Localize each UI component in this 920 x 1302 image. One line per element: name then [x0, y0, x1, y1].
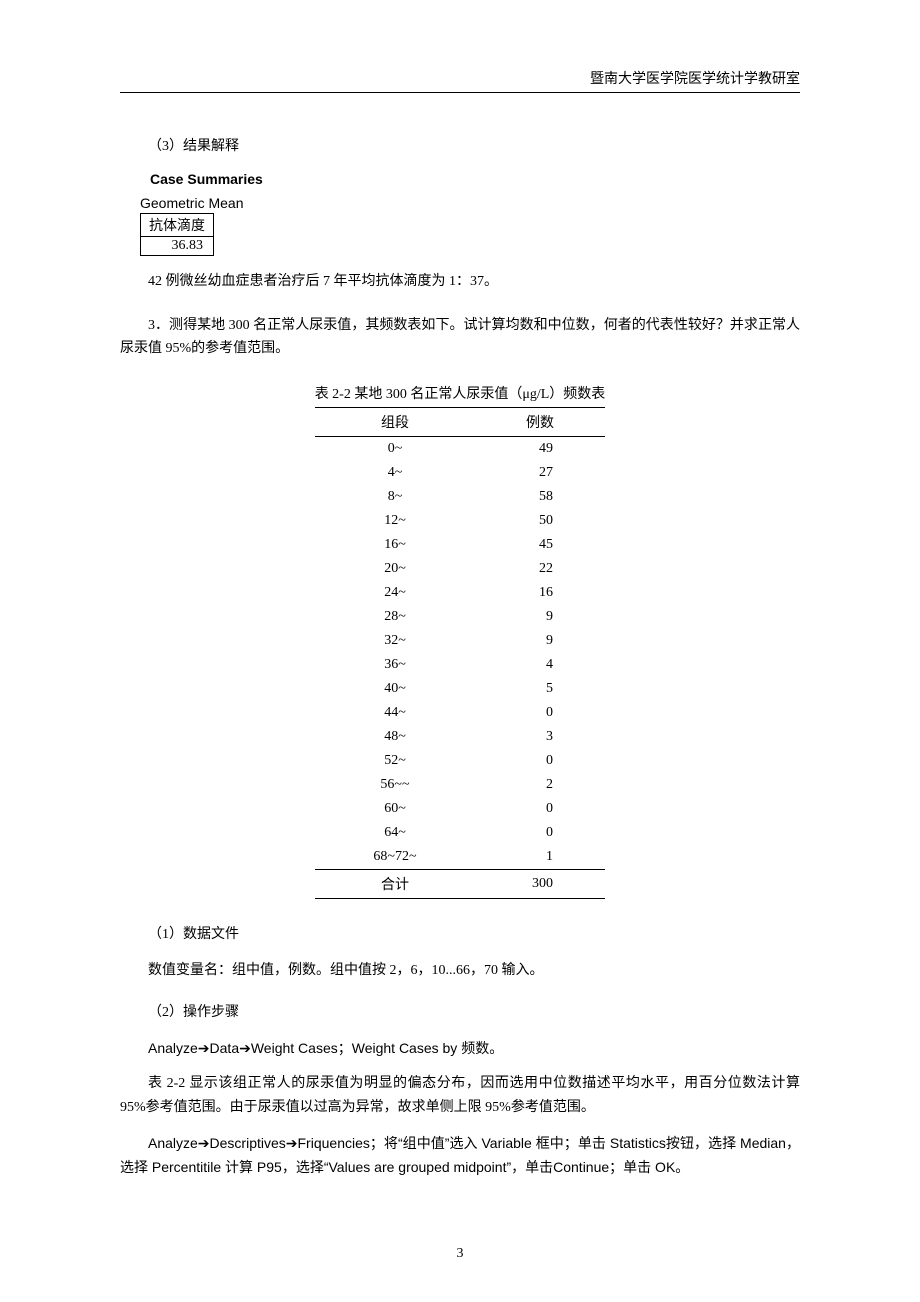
- table-row: 64~0: [315, 821, 605, 845]
- freq-header-segment: 组段: [315, 408, 475, 437]
- table-row: 20~22: [315, 557, 605, 581]
- geometric-mean-table: 抗体滴度 36.83: [140, 213, 214, 256]
- table-row: 60~0: [315, 797, 605, 821]
- freq-total-label: 合计: [315, 870, 475, 899]
- table-row: 56~~2: [315, 773, 605, 797]
- freq-cell-count: 58: [475, 485, 605, 509]
- table-row: 4~27: [315, 461, 605, 485]
- freq-cell-count: 50: [475, 509, 605, 533]
- freq-cell-segment: 48~: [315, 725, 475, 749]
- table-row: 28~9: [315, 605, 605, 629]
- freq-cell-count: 0: [475, 821, 605, 845]
- freq-table-header-row: 组段 例数: [315, 408, 605, 437]
- section-2-line-3: Analyze➔Descriptives➔Friquencies；将“组中值”选…: [120, 1132, 800, 1180]
- geo-table-value-cell: 36.83: [141, 236, 214, 255]
- table-row: 36~4: [315, 653, 605, 677]
- freq-cell-segment: 68~72~: [315, 845, 475, 870]
- section-2-title: （2）操作步骤: [120, 1001, 800, 1025]
- freq-cell-count: 3: [475, 725, 605, 749]
- page-number: 3: [0, 1246, 920, 1262]
- freq-header-count: 例数: [475, 408, 605, 437]
- freq-cell-segment: 8~: [315, 485, 475, 509]
- freq-cell-segment: 52~: [315, 749, 475, 773]
- freq-cell-count: 2: [475, 773, 605, 797]
- table-row: 40~5: [315, 677, 605, 701]
- freq-cell-count: 49: [475, 437, 605, 462]
- table-row: 32~9: [315, 629, 605, 653]
- section-3-title: （3）结果解释: [120, 135, 800, 159]
- frequency-table: 组段 例数 0~494~278~5812~5016~4520~2224~1628…: [315, 407, 605, 899]
- geometric-mean-label: Geometric Mean: [140, 195, 800, 211]
- freq-cell-segment: 44~: [315, 701, 475, 725]
- freq-cell-segment: 12~: [315, 509, 475, 533]
- freq-cell-segment: 24~: [315, 581, 475, 605]
- table-row: 16~45: [315, 533, 605, 557]
- freq-total-row: 合计300: [315, 870, 605, 899]
- freq-cell-segment: 0~: [315, 437, 475, 462]
- table-row: 12~50: [315, 509, 605, 533]
- freq-cell-count: 16: [475, 581, 605, 605]
- freq-cell-segment: 56~~: [315, 773, 475, 797]
- freq-cell-count: 0: [475, 797, 605, 821]
- question-3-text: 3．测得某地 300 名正常人尿汞值，其频数表如下。试计算均数和中位数，何者的代…: [120, 314, 800, 362]
- freq-cell-segment: 16~: [315, 533, 475, 557]
- table-row: 52~0: [315, 749, 605, 773]
- section-2-line-2: 表 2-2 显示该组正常人的尿汞值为明显的偏态分布，因而选用中位数描述平均水平，…: [120, 1072, 800, 1120]
- freq-cell-count: 27: [475, 461, 605, 485]
- table-row: 48~3: [315, 725, 605, 749]
- freq-cell-segment: 20~: [315, 557, 475, 581]
- freq-cell-count: 4: [475, 653, 605, 677]
- section-1-body: 数值变量名：组中值，例数。组中值按 2，6，10...66，70 输入。: [120, 959, 800, 983]
- freq-cell-count: 9: [475, 629, 605, 653]
- section-2-line-1: Analyze➔Data➔Weight Cases；Weight Cases b…: [120, 1037, 800, 1061]
- freq-cell-segment: 40~: [315, 677, 475, 701]
- freq-cell-segment: 32~: [315, 629, 475, 653]
- freq-cell-count: 45: [475, 533, 605, 557]
- freq-cell-segment: 64~: [315, 821, 475, 845]
- page: 暨南大学医学院医学统计学教研室 （3）结果解释 Case Summaries G…: [0, 0, 920, 1302]
- freq-cell-count: 1: [475, 845, 605, 870]
- page-header: 暨南大学医学院医学统计学教研室: [120, 68, 800, 93]
- geo-table-header-cell: 抗体滴度: [141, 213, 214, 236]
- freq-cell-count: 0: [475, 701, 605, 725]
- para-42-cases: 42 例微丝幼血症患者治疗后 7 年平均抗体滴度为 1：37。: [120, 270, 800, 294]
- table-row: 68~72~1: [315, 845, 605, 870]
- freq-cell-count: 5: [475, 677, 605, 701]
- freq-total-count: 300: [475, 870, 605, 899]
- table-row: 24~16: [315, 581, 605, 605]
- freq-cell-segment: 60~: [315, 797, 475, 821]
- freq-cell-segment: 28~: [315, 605, 475, 629]
- case-summaries-heading: Case Summaries: [150, 171, 800, 187]
- table-row: 44~0: [315, 701, 605, 725]
- section-1-title: （1）数据文件: [120, 923, 800, 947]
- freq-cell-count: 9: [475, 605, 605, 629]
- freq-cell-segment: 4~: [315, 461, 475, 485]
- table-row: 0~49: [315, 437, 605, 462]
- table-2-2-caption: 表 2-2 某地 300 名正常人尿汞值（μg/L）频数表: [120, 383, 800, 403]
- freq-cell-count: 0: [475, 749, 605, 773]
- freq-cell-count: 22: [475, 557, 605, 581]
- freq-cell-segment: 36~: [315, 653, 475, 677]
- table-row: 8~58: [315, 485, 605, 509]
